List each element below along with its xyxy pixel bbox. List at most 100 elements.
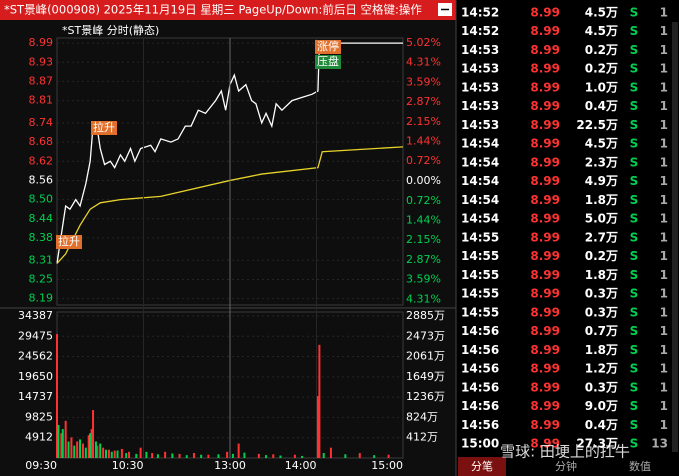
trade-cell: 14:52 xyxy=(461,6,499,20)
y2-tick-label: 2.87% xyxy=(406,95,441,108)
tab[interactable]: 分笔 xyxy=(471,459,493,473)
trade-cell: 14:54 xyxy=(461,193,499,207)
trade-cell: 0.2万 xyxy=(585,43,618,57)
trade-cell: 4.5万 xyxy=(585,6,618,20)
y-tick-label: 8.99 xyxy=(29,36,54,49)
trade-cell: 8.99 xyxy=(530,43,560,57)
trade-cell: S xyxy=(630,174,639,188)
volume-bar xyxy=(207,454,210,458)
volume-bar xyxy=(322,453,325,458)
volume-bar xyxy=(107,449,110,458)
volume-bar xyxy=(156,454,159,458)
y2-tick-label: 3.59% xyxy=(406,75,441,88)
trade-cell: 8.99 xyxy=(530,230,560,244)
trade-cell: 1 xyxy=(660,380,668,394)
trade-cell: 14:54 xyxy=(461,212,499,226)
trade-cell: 8.99 xyxy=(530,343,560,357)
trade-cell: 15:00 xyxy=(461,437,499,451)
trade-cell: 14:53 xyxy=(461,62,499,76)
y-tick-label: 8.68 xyxy=(29,135,54,148)
y2-tick-label: 4.31% xyxy=(406,293,441,306)
volume-bar xyxy=(105,449,108,458)
volume-bar xyxy=(120,448,123,458)
trade-cell: S xyxy=(630,380,639,394)
trade-cell: 8.99 xyxy=(530,24,560,38)
trade-cell: 1.8万 xyxy=(585,268,618,282)
trade-cell: 8.99 xyxy=(530,362,560,376)
y2-tick-label: 1649万 xyxy=(406,370,445,383)
trade-cell: 8.99 xyxy=(530,287,560,301)
trade-cell: 14:54 xyxy=(461,137,499,151)
trade-cell: S xyxy=(630,305,639,319)
trade-cell: 14:53 xyxy=(461,80,499,94)
trade-cell: 1 xyxy=(660,43,668,57)
y-tick-label: 19650 xyxy=(18,370,53,383)
trade-cell: 1.8万 xyxy=(585,343,618,357)
volume-bar xyxy=(293,454,296,458)
trade-cell: S xyxy=(630,80,639,94)
volume-bar xyxy=(94,441,97,458)
trade-cell: 14:56 xyxy=(461,362,499,376)
volume-bar xyxy=(318,344,321,458)
trade-cell: 2.3万 xyxy=(585,155,618,169)
annotation-box xyxy=(315,55,341,69)
trade-cell: 1.2万 xyxy=(585,362,618,376)
y2-tick-label: 1236万 xyxy=(406,390,445,403)
trade-cell: 1 xyxy=(660,324,668,338)
watermark: 雪球: 田埂上的扛牛 xyxy=(500,443,630,461)
x-tick-label: 14:00 xyxy=(285,459,317,472)
trade-cell: 8.99 xyxy=(530,118,560,132)
y2-tick-label: 2.15% xyxy=(406,115,441,128)
y-tick-label: 4912 xyxy=(25,431,53,444)
scrollbar[interactable] xyxy=(672,22,678,452)
trade-cell: 1 xyxy=(660,268,668,282)
trade-cell: 14:55 xyxy=(461,268,499,282)
trade-cell: 14:56 xyxy=(461,380,499,394)
trade-cell: S xyxy=(630,118,639,132)
volume-bar xyxy=(56,334,58,458)
trade-cell: 0.4万 xyxy=(585,418,618,432)
x-tick-label: 09:30 xyxy=(25,459,57,472)
tab[interactable]: 分钟 xyxy=(555,459,577,473)
trade-cell: 0.3万 xyxy=(585,305,618,319)
trade-cell: 1 xyxy=(660,230,668,244)
y-tick-label: 29475 xyxy=(18,329,53,342)
trade-cell: S xyxy=(630,137,639,151)
volume-bar xyxy=(185,455,188,458)
y-tick-label: 8.93 xyxy=(29,55,54,68)
y2-tick-label: 0.00% xyxy=(406,174,441,187)
trade-cell: S xyxy=(630,24,639,38)
trade-cell: S xyxy=(630,343,639,357)
price-line xyxy=(56,146,404,264)
trade-cell: 14:56 xyxy=(461,399,499,413)
volume-bar xyxy=(272,454,275,458)
tab-active[interactable] xyxy=(458,457,506,476)
trade-cell: 14:56 xyxy=(461,343,499,357)
trade-cell: S xyxy=(630,287,639,301)
trade-cell: 5.0万 xyxy=(585,212,618,226)
trade-cell: 1 xyxy=(660,155,668,169)
trade-cell: 1 xyxy=(660,305,668,319)
trade-cell: 1 xyxy=(660,118,668,132)
y-tick-label: 8.62 xyxy=(29,154,54,167)
trade-cell: 14:55 xyxy=(461,230,499,244)
annotation: 涨停 xyxy=(317,39,339,53)
volume-bar xyxy=(73,445,76,458)
trade-cell: S xyxy=(630,62,639,76)
trade-cell: 13 xyxy=(651,437,668,451)
y-tick-label: 8.81 xyxy=(29,94,54,107)
trade-cell: 8.99 xyxy=(530,305,560,319)
tab[interactable]: 数值 xyxy=(629,460,651,473)
trade-cell: 22.5万 xyxy=(576,118,618,132)
y-tick-label: 8.74 xyxy=(29,116,54,129)
trade-cell: 8.99 xyxy=(530,6,560,20)
trade-cell: 0.2万 xyxy=(585,62,618,76)
trade-cell: 8.99 xyxy=(530,437,560,451)
trade-cell: 1 xyxy=(660,212,668,226)
trade-cell: S xyxy=(630,99,639,113)
volume-bar xyxy=(76,441,79,458)
trade-cell: 14:52 xyxy=(461,24,499,38)
trade-cell: 8.99 xyxy=(530,174,560,188)
volume-bar xyxy=(89,433,92,458)
